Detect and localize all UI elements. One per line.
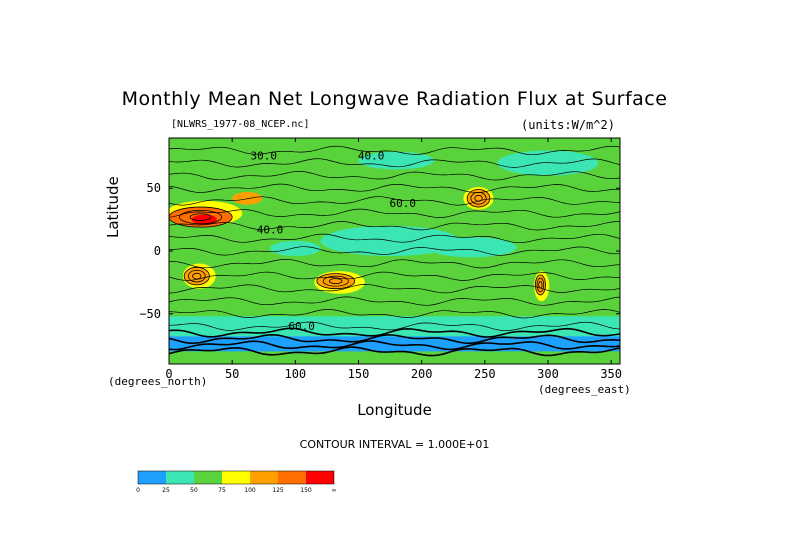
x-axis-label: Longitude <box>357 401 432 419</box>
contour-line <box>169 221 620 231</box>
x-tick-label: 0 <box>165 367 172 381</box>
colorbar-level-label: ∞ <box>332 487 337 494</box>
contour-ring <box>329 278 343 285</box>
colorbar-level-label: 150 <box>300 487 312 494</box>
x-tick-label: 350 <box>600 367 622 381</box>
contour-line <box>169 158 620 168</box>
y-axis-units: (degrees_north) <box>108 375 208 388</box>
contour-line <box>169 233 620 244</box>
central-asia-core <box>232 191 263 205</box>
colorbar-level-label: 100 <box>244 487 256 494</box>
indian-ocean-region <box>270 240 321 257</box>
y-tick-label: −50 <box>139 307 161 321</box>
contour-ring <box>316 273 356 290</box>
contour-ring <box>466 189 491 208</box>
contour-line <box>169 208 620 218</box>
colorbar-swatch <box>222 471 250 484</box>
x-axis-units: (degrees_east) <box>538 383 631 396</box>
contour-ring <box>470 192 487 205</box>
contour-label: 60.0 <box>389 197 416 210</box>
contour-line <box>169 333 620 345</box>
x-tick-label: 200 <box>411 367 433 381</box>
colorbar-level-label: 75 <box>218 487 226 494</box>
arctic-region <box>497 150 599 176</box>
colorbar-level-label: 0 <box>136 487 140 494</box>
contour-line <box>169 309 620 319</box>
contour-ring <box>169 206 233 228</box>
colorbar-swatch <box>194 471 222 484</box>
y-tick-label: 50 <box>147 181 161 195</box>
contour-line <box>169 196 620 206</box>
contour-ring <box>474 194 483 202</box>
contour-line <box>169 183 620 193</box>
x-tick-label: 150 <box>348 367 370 381</box>
colorbar-swatch <box>278 471 306 484</box>
contour-ring <box>183 266 210 286</box>
x-tick-label: 250 <box>474 367 496 381</box>
contour-line <box>169 321 620 332</box>
colorbar-legend: 0 25 50 75 100 125 150 ∞ <box>136 470 337 494</box>
contour-label: 40.0 <box>257 223 284 236</box>
contour-ring <box>538 281 543 289</box>
x-tick-label: 50 <box>225 367 239 381</box>
contour-line <box>169 145 620 156</box>
contour-ring <box>536 277 545 292</box>
contour-line <box>169 171 620 181</box>
contour-ring <box>192 272 202 280</box>
eastern-pacific-region <box>427 237 517 258</box>
chart-title: Monthly Mean Net Longwave Radiation Flux… <box>121 88 668 110</box>
contour-label: 30.0 <box>250 149 277 162</box>
contour-ring <box>179 210 223 225</box>
colorbar-swatch <box>306 471 334 484</box>
contour-ring <box>534 274 546 296</box>
colorbar-swatch <box>166 471 194 484</box>
y-tick-label: 0 <box>154 244 161 258</box>
contour-line <box>169 346 620 357</box>
contour-line <box>169 340 620 351</box>
contour-line <box>169 271 620 281</box>
x-axis-ticks: 0 50 100 150 200 250 300 350 <box>165 138 622 381</box>
contour-line <box>169 327 620 338</box>
plot-area <box>169 138 620 364</box>
contour-label: 60.0 <box>288 320 315 333</box>
contour-interval: CONTOUR INTERVAL = 1.000E+01 <box>299 438 490 451</box>
x-tick-label: 100 <box>284 367 306 381</box>
contour-ring <box>189 213 212 221</box>
colorbar-level-label: 25 <box>162 487 170 494</box>
contour-line <box>169 258 620 269</box>
bering-region <box>358 151 435 170</box>
colorbar-frame <box>137 470 335 485</box>
contour-labels: 30.0 40.0 40.0 60.0 60.0 <box>250 149 415 333</box>
contour-ring <box>322 275 349 287</box>
sahara-peak <box>191 214 218 225</box>
colorbar-level-label: 50 <box>190 487 198 494</box>
y-axis-ticks: 50 0 −50 <box>139 181 620 321</box>
contour-lines <box>169 145 620 357</box>
contour-ring <box>187 269 206 283</box>
dataset-filename: [NLWRS_1977-08_NCEP.nc] <box>171 119 310 130</box>
contour-label: 40.0 <box>358 149 385 162</box>
antarctic-interior <box>169 351 620 364</box>
colorbar-swatch <box>250 471 278 484</box>
colorbar-level-label: 125 <box>272 487 284 494</box>
contour-line <box>169 246 620 256</box>
colorbar-swatch <box>138 471 166 484</box>
units-label: (units:W/m^2) <box>521 118 615 132</box>
contour-line <box>169 296 620 306</box>
x-tick-label: 300 <box>537 367 559 381</box>
